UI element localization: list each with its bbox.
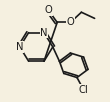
Text: O: O — [45, 5, 52, 15]
Text: Cl: Cl — [79, 85, 88, 95]
Text: N: N — [40, 28, 48, 38]
Text: N: N — [16, 42, 24, 52]
Text: O: O — [67, 17, 74, 27]
